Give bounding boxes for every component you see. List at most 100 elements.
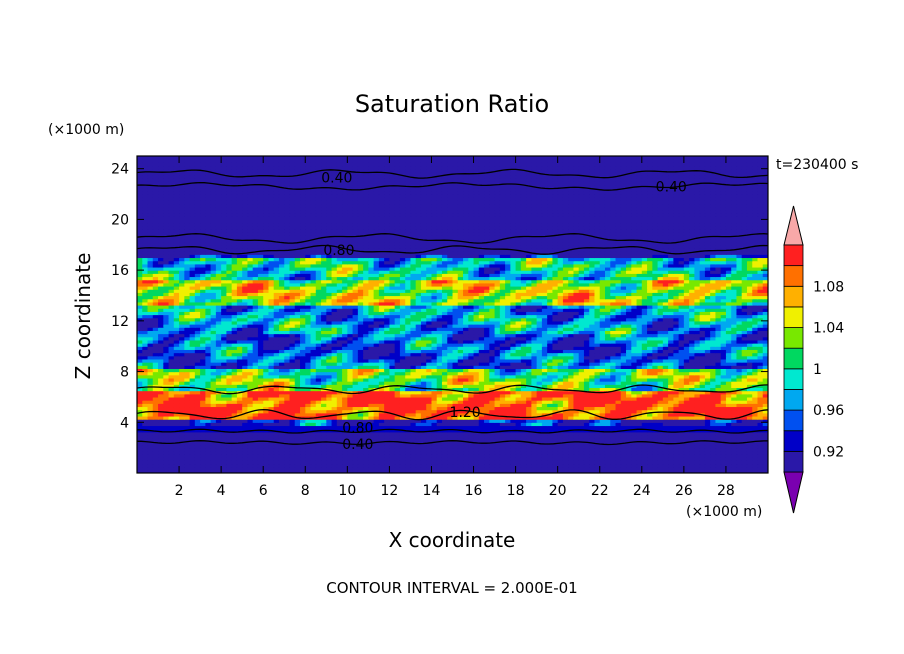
field-cell <box>615 419 622 423</box>
field-cell <box>547 444 554 449</box>
field-cell <box>147 403 154 408</box>
field-cell <box>557 381 564 385</box>
field-cell <box>415 400 422 404</box>
field-cell <box>289 457 296 461</box>
field-cell <box>457 431 464 436</box>
field-cell <box>494 431 501 436</box>
field-cell <box>315 457 322 461</box>
field-cell <box>221 422 227 427</box>
field-cell <box>510 377 517 382</box>
field-cell <box>452 422 459 427</box>
field-cell <box>683 457 690 461</box>
field-cell <box>757 422 764 427</box>
field-cell <box>573 352 580 357</box>
field-cell <box>710 387 717 392</box>
field-cell <box>710 463 717 468</box>
field-cell <box>731 457 738 461</box>
field-cell <box>310 450 317 455</box>
field-cell <box>363 425 369 430</box>
field-cell <box>641 368 648 373</box>
field-cell <box>173 352 180 357</box>
field-cell <box>426 339 433 344</box>
field-cell <box>526 425 532 430</box>
field-cell <box>331 381 338 385</box>
field-cell <box>499 365 506 369</box>
field-cell <box>526 453 532 458</box>
field-cell <box>268 406 275 411</box>
field-cell <box>515 412 522 417</box>
field-cell <box>247 343 254 347</box>
field-cell <box>378 352 385 357</box>
field-cell <box>389 381 396 385</box>
field-cell <box>173 463 180 468</box>
field-cell <box>210 355 217 360</box>
field-cell <box>278 422 285 427</box>
field-cell <box>242 415 249 420</box>
field-cell <box>373 396 380 401</box>
field-cell <box>331 406 338 411</box>
field-cell <box>342 450 348 455</box>
field-cell <box>547 434 554 439</box>
field-cell <box>468 450 475 455</box>
field-cell <box>741 343 748 347</box>
field-cell <box>757 419 764 423</box>
field-cell <box>168 358 175 363</box>
field-cell <box>168 412 175 417</box>
field-cell <box>420 466 427 471</box>
field-cell <box>405 469 412 473</box>
field-cell <box>741 362 748 366</box>
field-cell <box>499 425 506 430</box>
field-cell <box>389 371 396 376</box>
field-cell <box>384 469 390 473</box>
field-cell <box>573 403 580 408</box>
field-cell <box>205 403 212 408</box>
field-cell <box>457 438 464 442</box>
field-cell <box>405 368 412 373</box>
field-cell <box>668 396 674 401</box>
field-cell <box>626 352 632 357</box>
field-cell <box>389 355 396 360</box>
field-cell <box>426 377 433 382</box>
field-cell <box>305 362 312 366</box>
field-cell <box>499 339 506 344</box>
field-cell <box>689 381 695 385</box>
field-cell <box>662 384 669 389</box>
field-cell <box>715 463 722 468</box>
field-cell <box>662 381 669 385</box>
field-cell <box>389 441 396 446</box>
field-cell <box>515 349 522 354</box>
field-cell <box>368 400 375 404</box>
field-cell <box>189 453 196 458</box>
field-cell <box>399 352 406 357</box>
field-cell <box>278 387 285 392</box>
field-cell <box>478 403 485 408</box>
field-cell <box>158 381 164 385</box>
field-cell <box>300 352 306 357</box>
field-cell <box>352 441 359 446</box>
field-cell <box>263 425 270 430</box>
field-cell <box>636 425 643 430</box>
field-cell <box>568 431 575 436</box>
field-cell <box>731 387 738 392</box>
field-cell <box>189 346 196 350</box>
field-cell <box>562 419 569 423</box>
field-cell <box>158 415 164 420</box>
field-cell <box>752 412 759 417</box>
field-cell <box>573 453 580 458</box>
field-cell <box>452 453 459 458</box>
field-cell <box>389 390 396 395</box>
field-cell <box>515 368 522 373</box>
field-cell <box>163 431 170 436</box>
field-cell <box>420 384 427 389</box>
field-cell <box>704 355 711 360</box>
field-cell <box>215 425 222 430</box>
field-cell <box>641 453 648 458</box>
field-cell <box>662 419 669 423</box>
field-cell <box>305 358 312 363</box>
field-cell <box>620 403 627 408</box>
field-cell <box>210 425 217 430</box>
field-cell <box>363 352 369 357</box>
field-cell <box>378 444 385 449</box>
field-cell <box>215 431 222 436</box>
field-cell <box>310 362 317 366</box>
